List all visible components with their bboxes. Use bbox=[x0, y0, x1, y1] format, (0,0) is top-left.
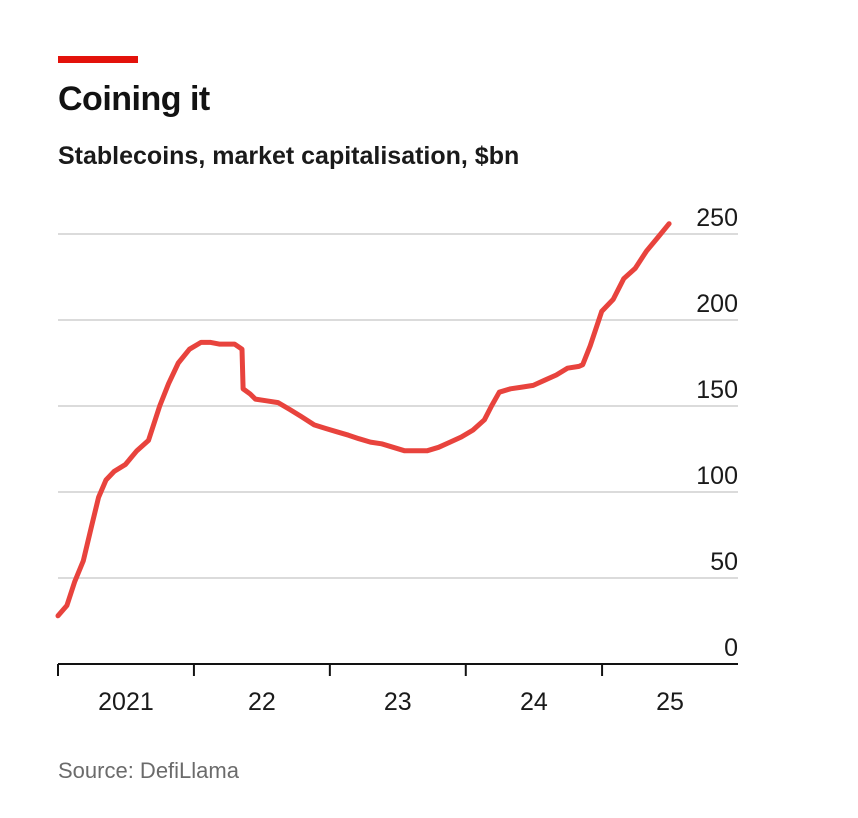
source-note: Source: DefiLlama bbox=[58, 758, 239, 783]
y-tick-label: 250 bbox=[696, 204, 738, 232]
chart-title: Coining it bbox=[58, 80, 210, 118]
chart-subtitle: Stablecoins, market capitalisation, $bn bbox=[58, 142, 520, 170]
x-tick-label: 25 bbox=[656, 688, 684, 716]
y-tick-label: 0 bbox=[724, 634, 738, 662]
y-tick-label: 100 bbox=[696, 462, 738, 490]
grid-layer bbox=[58, 233, 738, 579]
x-tick-label: 23 bbox=[384, 688, 412, 716]
x-tick-label: 24 bbox=[520, 688, 548, 716]
y-tick-label: 150 bbox=[696, 376, 738, 404]
y-tick-label: 50 bbox=[710, 548, 738, 576]
axis-layer bbox=[57, 663, 738, 676]
x-tick-label: 22 bbox=[248, 688, 276, 716]
label-layer: 0 50 100 150 200 250 2021 22 23 24 25 bbox=[98, 204, 738, 716]
y-tick-label: 200 bbox=[696, 290, 738, 318]
accent-bar bbox=[58, 56, 138, 63]
series-line-0 bbox=[55, 221, 672, 619]
series-layer bbox=[55, 221, 672, 619]
x-tick-label: 2021 bbox=[98, 688, 154, 716]
